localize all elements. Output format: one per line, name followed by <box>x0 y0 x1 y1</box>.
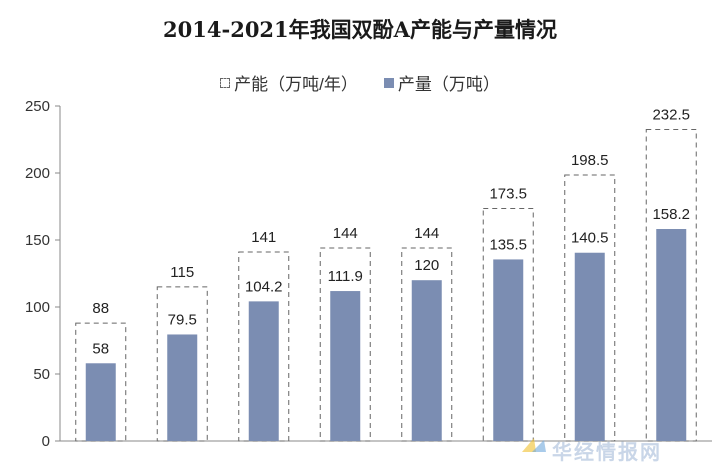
production-bar <box>330 291 361 441</box>
production-bar <box>167 334 198 441</box>
capacity-data-label: 88 <box>92 300 109 317</box>
legend-item-production: 产量（万吨） <box>383 70 500 95</box>
legend-item-capacity: 产能（万吨/年） <box>220 70 358 95</box>
capacity-data-label: 144 <box>414 225 439 242</box>
y-tick-label: 0 <box>42 433 50 450</box>
legend-label-capacity: 产能（万吨/年） <box>234 75 358 94</box>
production-data-label: 104.2 <box>245 278 283 295</box>
production-bar <box>248 301 279 441</box>
production-data-label: 58 <box>92 340 109 357</box>
capacity-data-label: 232.5 <box>652 106 690 123</box>
production-data-label: 111.9 <box>328 268 363 285</box>
y-tick-label: 100 <box>25 299 50 316</box>
legend-label-production: 产量（万吨） <box>397 75 500 94</box>
production-bar <box>574 252 605 441</box>
y-tick-label: 50 <box>33 366 50 383</box>
capacity-bar <box>645 128 697 442</box>
capacity-bar <box>319 247 371 442</box>
y-tick-label: 250 <box>25 98 50 115</box>
legend-swatch-production <box>383 77 394 88</box>
production-data-label: 140.5 <box>571 230 609 247</box>
capacity-data-label: 141 <box>251 229 276 246</box>
watermark-logo-icon <box>522 438 546 452</box>
capacity-data-label: 115 <box>170 264 194 281</box>
y-tick-label: 150 <box>25 232 50 249</box>
production-data-label: 79.5 <box>168 311 197 328</box>
capacity-bar <box>564 174 616 442</box>
production-data-label: 135.5 <box>489 236 527 253</box>
capacity-data-label: 198.5 <box>571 152 609 169</box>
capacity-data-label: 144 <box>333 225 358 242</box>
legend: 产能（万吨/年） 产量（万吨） <box>0 70 720 95</box>
capacity-data-label: 173.5 <box>489 186 527 203</box>
bar-chart: 0 50 100 150 200 250 88 58 115 79.5 141 104.2 144 111… <box>25 98 712 450</box>
production-bar <box>656 229 687 441</box>
y-tick-label: 200 <box>25 165 50 182</box>
chart-title: 2014-2021年我国双酚A产能与产量情况 <box>163 17 557 42</box>
production-bar <box>493 259 524 441</box>
production-data-label: 120 <box>414 257 439 274</box>
watermark-text: 华经情报网 <box>552 442 662 464</box>
production-data-label: 158.2 <box>652 206 690 223</box>
capacity-bar <box>401 247 453 442</box>
production-bar <box>85 363 116 441</box>
production-bar <box>411 280 442 441</box>
legend-swatch-capacity <box>220 77 231 88</box>
